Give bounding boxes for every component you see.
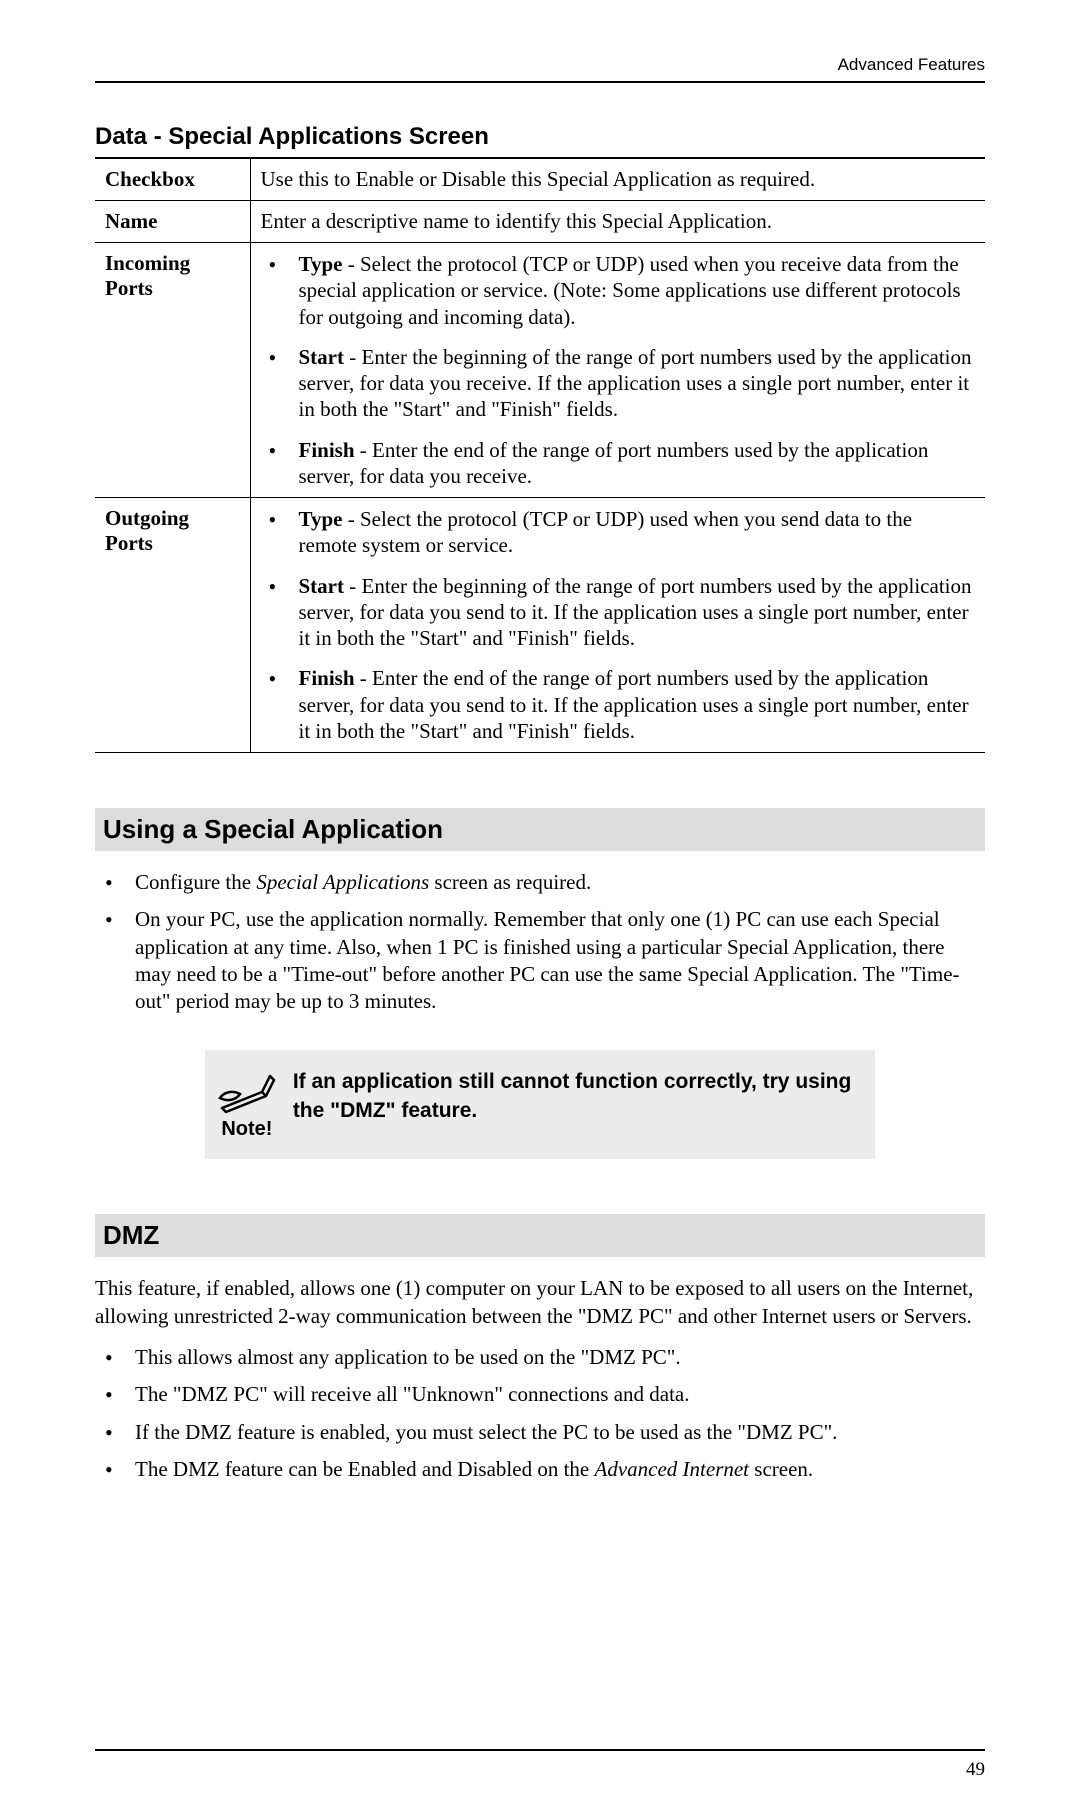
cell-desc-name: Enter a descriptive name to identify thi… — [250, 201, 985, 243]
term-desc: - Enter the beginning of the range of po… — [299, 574, 972, 651]
cell-label-name: Name — [95, 201, 250, 243]
term-desc: - Select the protocol (TCP or UDP) used … — [299, 507, 913, 557]
note-icon: Note! — [215, 1068, 279, 1141]
list-item: Finish - Enter the end of the range of p… — [261, 665, 976, 744]
list-item: Finish - Enter the end of the range of p… — [261, 437, 976, 490]
bold-term: Type — [299, 507, 343, 531]
note-caption: Note! — [215, 1118, 279, 1141]
table-row: Outgoing Ports Type - Select the protoco… — [95, 498, 985, 753]
footer-rule — [95, 1749, 985, 1751]
bold-term: Start — [299, 345, 345, 369]
text-frag: Configure the — [135, 870, 256, 894]
table-row: Name Enter a descriptive name to identif… — [95, 201, 985, 243]
term-desc: - Enter the beginning of the range of po… — [299, 345, 972, 422]
bold-term: Type — [299, 252, 343, 276]
term-desc: - Enter the end of the range of port num… — [299, 666, 969, 743]
table-row: Checkbox Use this to Enable or Disable t… — [95, 158, 985, 201]
running-header: Advanced Features — [95, 55, 985, 75]
dmz-intro: This feature, if enabled, allows one (1)… — [95, 1275, 985, 1330]
page-number: 49 — [966, 1759, 985, 1781]
special-applications-table: Checkbox Use this to Enable or Disable t… — [95, 157, 985, 753]
cell-label-checkbox: Checkbox — [95, 158, 250, 201]
list-item: Configure the Special Applications scree… — [95, 869, 985, 896]
dmz-list: This allows almost any application to be… — [95, 1344, 985, 1483]
cell-label-outgoing: Outgoing Ports — [95, 498, 250, 753]
list-item: The DMZ feature can be Enabled and Disab… — [95, 1456, 985, 1483]
list-item: On your PC, use the application normally… — [95, 906, 985, 1015]
list-item: Start - Enter the beginning of the range… — [261, 573, 976, 652]
list-item: The "DMZ PC" will receive all "Unknown" … — [95, 1381, 985, 1408]
term-desc: - Enter the end of the range of port num… — [299, 438, 929, 488]
cell-label-incoming: Incoming Ports — [95, 243, 250, 498]
cell-desc-incoming: Type - Select the protocol (TCP or UDP) … — [250, 243, 985, 498]
cell-desc-outgoing: Type - Select the protocol (TCP or UDP) … — [250, 498, 985, 753]
bold-term: Start — [299, 574, 345, 598]
cell-desc-checkbox: Use this to Enable or Disable this Speci… — [250, 158, 985, 201]
list-item: If the DMZ feature is enabled, you must … — [95, 1419, 985, 1446]
term-desc: - Select the protocol (TCP or UDP) used … — [299, 252, 961, 329]
text-frag: screen. — [749, 1457, 813, 1481]
list-item: Type - Select the protocol (TCP or UDP) … — [261, 506, 976, 559]
list-item: Start - Enter the beginning of the range… — [261, 344, 976, 423]
italic-term: Advanced Internet — [595, 1457, 750, 1481]
text-frag: The DMZ feature can be Enabled and Disab… — [135, 1457, 595, 1481]
list-item: Type - Select the protocol (TCP or UDP) … — [261, 251, 976, 330]
section-heading-dmz: DMZ — [95, 1214, 985, 1257]
bold-term: Finish — [299, 438, 355, 462]
note-callout: Note! If an application still cannot fun… — [205, 1050, 875, 1159]
bold-term: Finish — [299, 666, 355, 690]
text-frag: screen as required. — [429, 870, 591, 894]
table-row: Incoming Ports Type - Select the protoco… — [95, 243, 985, 498]
section-heading-using: Using a Special Application — [95, 808, 985, 851]
list-item: This allows almost any application to be… — [95, 1344, 985, 1371]
table-title: Data - Special Applications Screen — [95, 123, 985, 151]
page: Advanced Features Data - Special Applica… — [0, 0, 1080, 1819]
using-list: Configure the Special Applications scree… — [95, 869, 985, 1015]
header-rule — [95, 81, 985, 83]
italic-term: Special Applications — [256, 870, 429, 894]
note-text: If an application still cannot function … — [279, 1068, 855, 1125]
